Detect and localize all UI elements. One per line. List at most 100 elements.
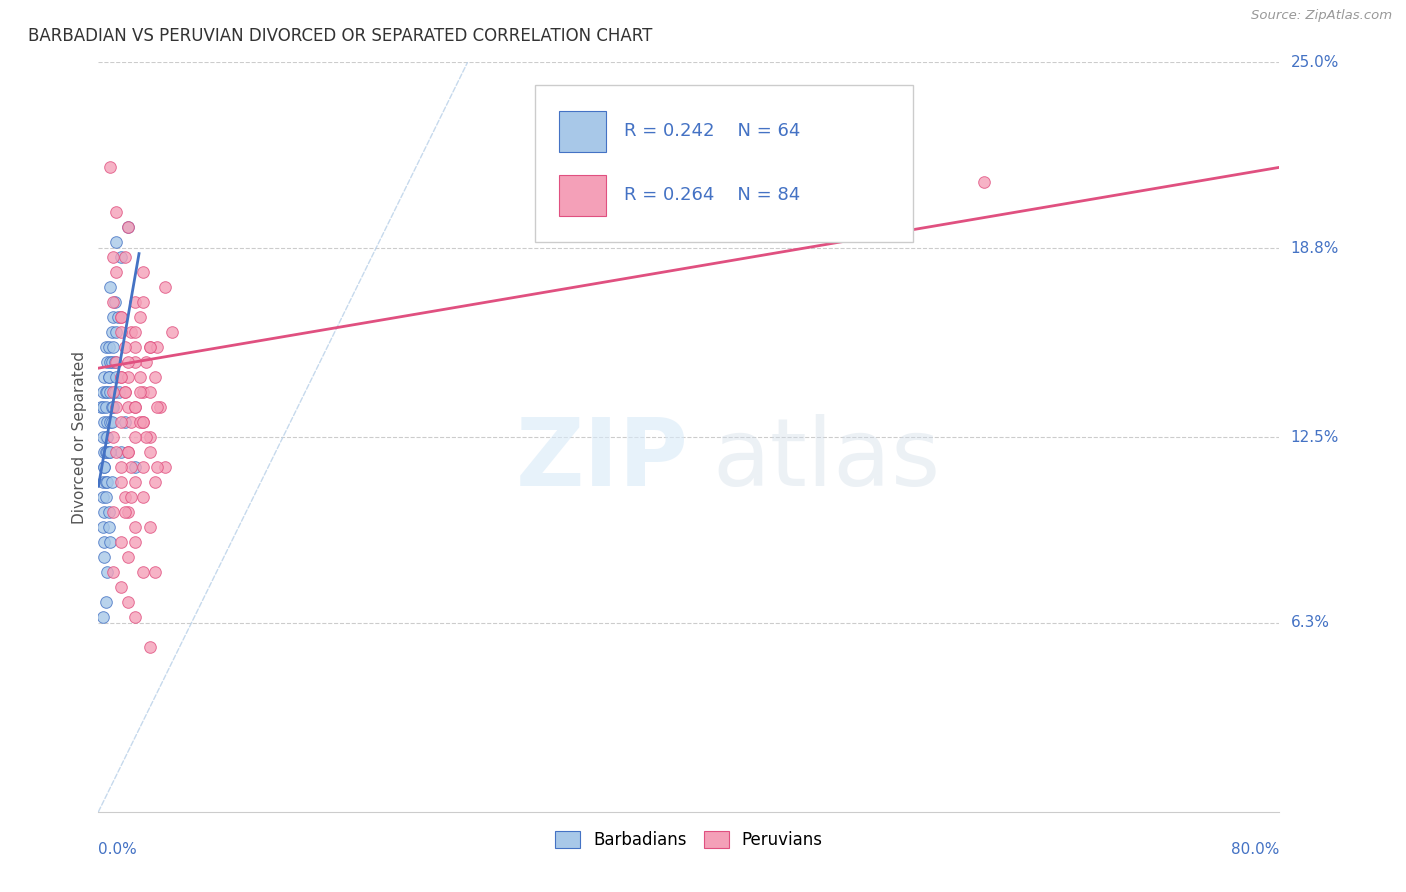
Point <box>94 595 117 609</box>
Point <box>117 220 139 235</box>
Point <box>153 460 176 475</box>
Point <box>114 490 136 504</box>
Point <box>103 295 125 310</box>
Point <box>117 445 139 459</box>
Point <box>135 355 157 369</box>
Point <box>103 565 125 579</box>
Point <box>110 250 132 264</box>
Point <box>91 490 114 504</box>
Point <box>98 355 121 369</box>
Point <box>103 505 125 519</box>
Point <box>143 565 166 579</box>
Point <box>100 415 122 429</box>
Point <box>91 610 114 624</box>
Point <box>94 340 117 354</box>
Point <box>97 520 120 534</box>
Text: 0.0%: 0.0% <box>98 842 138 857</box>
Point <box>117 400 139 414</box>
Point <box>114 385 136 400</box>
Point <box>96 565 118 579</box>
Point <box>94 400 117 414</box>
Point <box>124 400 146 414</box>
Text: BARBADIAN VS PERUVIAN DIVORCED OR SEPARATED CORRELATION CHART: BARBADIAN VS PERUVIAN DIVORCED OR SEPARA… <box>28 27 652 45</box>
Point <box>94 385 117 400</box>
Point <box>97 370 120 384</box>
Point <box>104 385 127 400</box>
Point <box>114 505 136 519</box>
Point <box>110 370 132 384</box>
Point <box>132 415 155 429</box>
Point <box>117 549 139 564</box>
Point <box>110 310 132 325</box>
Point <box>143 370 166 384</box>
Point <box>132 565 155 579</box>
Point <box>107 310 129 325</box>
Point <box>103 385 125 400</box>
Text: R = 0.264    N = 84: R = 0.264 N = 84 <box>624 186 800 204</box>
Point <box>139 340 162 354</box>
Point <box>105 265 128 279</box>
Point <box>128 310 150 325</box>
Text: 25.0%: 25.0% <box>1291 55 1339 70</box>
Point <box>94 475 117 489</box>
Point <box>124 535 146 549</box>
Point <box>105 325 128 339</box>
Point <box>98 385 121 400</box>
Point <box>94 445 117 459</box>
Point <box>128 415 150 429</box>
Point <box>124 340 146 354</box>
Point <box>97 505 120 519</box>
Point <box>128 385 150 400</box>
Point <box>104 295 127 310</box>
Point <box>139 520 162 534</box>
Point <box>93 535 115 549</box>
Point <box>132 385 155 400</box>
Point <box>120 460 142 475</box>
Point <box>105 400 128 414</box>
Point <box>132 415 155 429</box>
FancyBboxPatch shape <box>536 85 914 243</box>
Point <box>100 475 122 489</box>
Point <box>132 295 155 310</box>
Point <box>98 280 121 294</box>
Point <box>105 235 128 250</box>
Point <box>110 535 132 549</box>
Point <box>139 430 162 444</box>
Point <box>91 520 114 534</box>
Point <box>94 490 117 504</box>
Point <box>96 475 118 489</box>
Point <box>114 385 136 400</box>
Point <box>120 490 142 504</box>
Text: Source: ZipAtlas.com: Source: ZipAtlas.com <box>1251 9 1392 22</box>
Text: atlas: atlas <box>713 414 941 506</box>
Point <box>98 445 121 459</box>
Point <box>91 400 114 414</box>
Point <box>103 310 125 325</box>
Point <box>91 430 114 444</box>
Point <box>124 475 146 489</box>
Point <box>117 220 139 235</box>
Point <box>100 355 122 369</box>
Point <box>139 385 162 400</box>
Point <box>132 490 155 504</box>
Point <box>103 340 125 354</box>
Point <box>97 370 120 384</box>
Point <box>124 295 146 310</box>
Bar <box>560 112 606 153</box>
Point <box>93 460 115 475</box>
Point <box>153 280 176 294</box>
Point <box>100 400 122 414</box>
Point <box>90 400 112 414</box>
Point <box>110 370 132 384</box>
Point <box>117 445 139 459</box>
Point <box>124 610 146 624</box>
Point <box>103 400 125 414</box>
Point <box>98 161 121 175</box>
Point <box>108 385 131 400</box>
Point <box>93 549 115 564</box>
Point <box>162 325 183 339</box>
Point <box>132 460 155 475</box>
Point <box>91 385 114 400</box>
Legend: Barbadians, Peruvians: Barbadians, Peruvians <box>548 824 830 855</box>
Point <box>96 445 118 459</box>
